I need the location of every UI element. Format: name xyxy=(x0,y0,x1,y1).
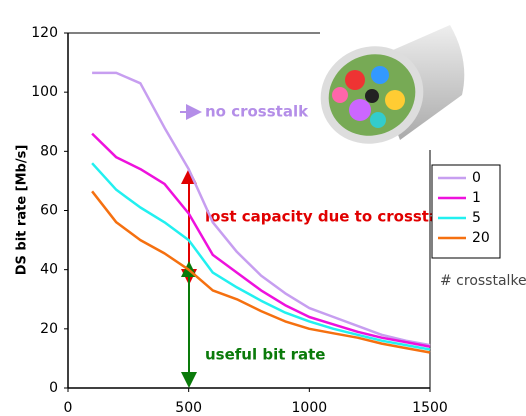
y-tick-label: 60 xyxy=(40,203,58,219)
annotation: useful bit rate xyxy=(205,346,325,364)
series-line xyxy=(92,163,430,349)
y-tick-label: 0 xyxy=(49,380,58,396)
y-tick-label: 20 xyxy=(40,321,58,337)
y-tick-label: 40 xyxy=(40,262,58,278)
x-tick-label: 1000 xyxy=(292,400,328,416)
legend-label: 0 xyxy=(472,170,481,186)
x-tick-label: 500 xyxy=(175,400,202,416)
chart: DS bit rate [Mb/s] no crosstalk lost cap… xyxy=(0,0,526,416)
y-tick-label: 120 xyxy=(31,25,58,41)
legend-label: 5 xyxy=(472,210,481,226)
cable-image xyxy=(305,25,465,160)
x-tick-label: 0 xyxy=(64,400,73,416)
annotation: no crosstalk xyxy=(205,103,309,121)
y-tick-label: 100 xyxy=(31,84,58,100)
y-axis-label: DS bit rate [Mb/s] xyxy=(15,145,30,276)
legend-title: # crosstalker xyxy=(440,273,526,289)
annotation: lost capacity due to crosstalk xyxy=(205,208,455,226)
legend-label: 1 xyxy=(472,190,481,206)
legend-label: 20 xyxy=(472,230,490,246)
y-tick-label: 80 xyxy=(40,143,58,159)
x-tick-label: 1500 xyxy=(412,400,448,416)
